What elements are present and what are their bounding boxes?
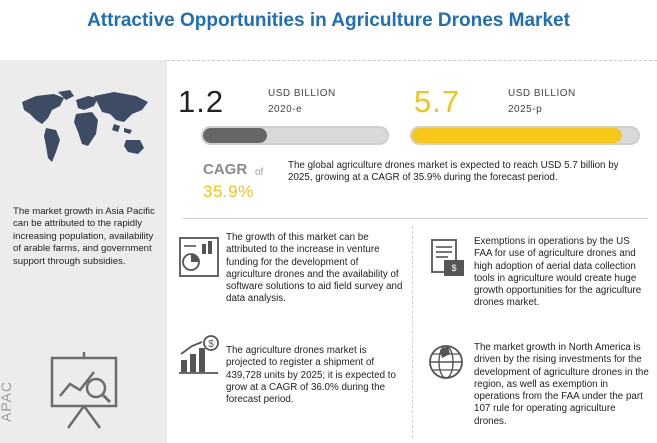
apac-label: APAC [0,380,14,422]
market-2020-bar-fill [203,128,268,143]
svg-text:$: $ [451,263,456,273]
funding-chart-icon [179,237,219,277]
market-2025-value: 5.7 [414,84,461,119]
left-panel: The market growth in Asia Pacific can be… [0,60,167,443]
top-divider [167,60,657,61]
market-summary: The global agriculture drones market is … [288,160,619,184]
cagr-value: 35.9% [203,182,254,201]
column-divider [412,226,413,438]
market-2025-year: 2025-p [508,104,543,115]
cagr-label: CAGR [203,161,248,178]
market-2020-value: 1.2 [178,84,225,119]
asia-pacific-text: The market growth in Asia Pacific can be… [13,206,155,267]
market-2025-bar [410,126,640,145]
cagr-of: of [255,167,264,178]
market-2025-bar-fill [412,128,623,143]
market-2020-bar [201,126,389,145]
market-2020-year: 2020-e [268,104,303,115]
section-divider [183,218,648,219]
card-faa-text: Exemptions in operations by the US FAA f… [474,236,642,309]
globe-pin-icon [429,345,463,379]
analysis-board-icon [50,352,118,429]
growth-bars-icon: $ [179,335,219,374]
svg-text:$: $ [208,339,214,350]
card-north-america-text: The market growth in North America is dr… [474,342,649,427]
world-map-icon [22,90,148,162]
card-shipment-text: The agriculture drones market is project… [226,345,396,406]
market-2020-unit: USD BILLION [268,88,336,99]
page-title: Attractive Opportunities in Agriculture … [87,10,570,31]
card-funding-text: The growth of this market can be attribu… [226,232,403,305]
faa-document-icon: $ [431,239,464,276]
market-2025-unit: USD BILLION [508,88,576,99]
